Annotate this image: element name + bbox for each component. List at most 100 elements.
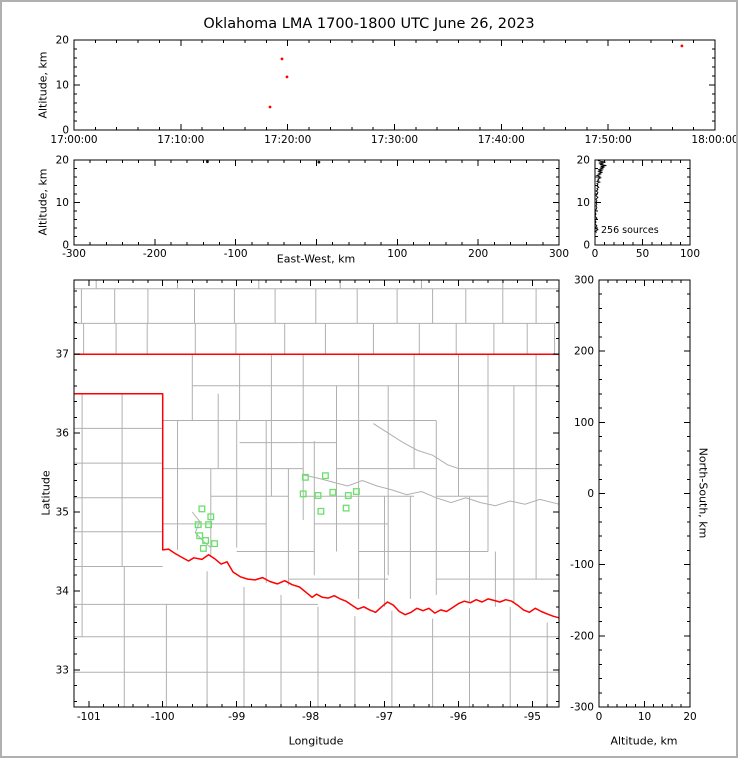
svg-text:10: 10 <box>638 711 651 723</box>
panel-ns_height: 0 10 20 -300 -200 -100 0 100 200 300 <box>570 275 697 724</box>
svg-text:10: 10 <box>56 197 69 209</box>
svg-text:300: 300 <box>574 275 594 287</box>
ew_height-tick-labels: -300 -200 -100 100 200 300 0 10 20 <box>56 155 569 261</box>
lma-station-marker <box>321 472 329 480</box>
panel-ew_height: -300 -200 -100 100 200 300 0 10 20 <box>56 155 569 261</box>
lma-station-marker <box>299 490 307 498</box>
svg-text:-200: -200 <box>143 248 167 260</box>
svg-text:-101: -101 <box>77 711 101 723</box>
svg-text:20: 20 <box>56 35 69 47</box>
panel-alt_stats: 0 50 100 0 10 20 <box>577 155 700 261</box>
svg-text:-100: -100 <box>151 711 175 723</box>
svg-text:10: 10 <box>577 197 590 209</box>
svg-text:17:40:00: 17:40:00 <box>478 134 525 146</box>
svg-text:20: 20 <box>56 155 69 167</box>
time_height-data-layer <box>268 44 684 109</box>
svg-text:34: 34 <box>56 586 70 598</box>
ns_height-axes-frame <box>598 279 691 708</box>
svg-text:0: 0 <box>62 125 69 137</box>
svg-text:-97: -97 <box>376 711 393 723</box>
map-tick-labels: -101 -100 -99 -98 -97 -96 -95 33 34 35 36 37 <box>56 349 541 723</box>
svg-text:0: 0 <box>592 248 599 260</box>
source-point <box>268 105 272 109</box>
svg-text:50: 50 <box>636 248 649 260</box>
svg-text:-98: -98 <box>302 711 319 723</box>
alt_stats-data-layer <box>594 159 607 233</box>
ns-height-x-axis-label: Altitude, km <box>610 734 678 748</box>
svg-text:-99: -99 <box>228 711 245 723</box>
ew_height-ticks <box>73 159 560 246</box>
ew_height-axes-frame <box>73 159 560 246</box>
time_height-tick-labels: 17:00:00 17:10:00 17:20:00 17:30:00 17:40:00… <box>50 35 738 147</box>
source-point <box>285 75 289 79</box>
svg-text:-300: -300 <box>570 702 594 714</box>
map-data-layer <box>74 280 560 707</box>
ew-height-y-axis-label: Altitude, km <box>36 168 50 236</box>
svg-text:20: 20 <box>683 711 696 723</box>
source-point <box>317 160 321 164</box>
alt_stats-tick-labels: 0 50 100 0 10 20 <box>577 155 700 261</box>
svg-text:20: 20 <box>577 155 590 167</box>
svg-text:-95: -95 <box>524 711 541 723</box>
lma-station-marker <box>194 521 202 529</box>
time_height-ticks <box>73 39 716 131</box>
map-x-axis-label: Longitude <box>288 734 344 748</box>
svg-text:100: 100 <box>680 248 700 260</box>
ns_height-tick-labels: 0 10 20 -300 -200 -100 0 100 200 300 <box>570 275 697 724</box>
lma-station-marker <box>317 507 325 515</box>
svg-text:300: 300 <box>549 248 569 260</box>
lma-station-marker <box>205 521 213 529</box>
svg-text:35: 35 <box>56 507 69 519</box>
time_height-axes-frame <box>73 39 716 131</box>
map-ticks <box>73 280 559 707</box>
ew-height-x-axis-label: East-West, km <box>276 252 356 266</box>
svg-text:100: 100 <box>574 417 594 429</box>
source-point <box>680 44 684 48</box>
state-border-line <box>74 392 560 619</box>
alt_stats-ticks <box>594 159 691 246</box>
lma-station-marker <box>198 505 206 513</box>
panel-time_height: 17:00:00 17:10:00 17:20:00 17:30:00 17:40:00… <box>50 35 738 147</box>
source-point <box>280 57 284 61</box>
svg-text:-100: -100 <box>224 248 248 260</box>
sources-count-note: 256 sources <box>601 225 659 236</box>
lma-station-marker <box>211 540 218 548</box>
svg-text:18:00:00: 18:00:00 <box>691 134 738 146</box>
ew_height-data-layer <box>206 160 321 164</box>
svg-text:0: 0 <box>596 711 603 723</box>
lma-station-marker <box>207 513 215 521</box>
svg-text:-300: -300 <box>62 248 86 260</box>
svg-text:-200: -200 <box>570 630 594 642</box>
county-boundary-line <box>303 474 560 507</box>
lma-station-marker <box>202 537 210 544</box>
svg-text:17:30:00: 17:30:00 <box>371 134 418 146</box>
time-height-y-axis-label: Altitude, km <box>36 51 50 119</box>
county-boundary-line <box>373 423 459 470</box>
lma-station-marker <box>352 488 360 495</box>
lma-station-marker <box>344 492 352 499</box>
ns-height-y-axis-label: North-South, km <box>696 447 710 539</box>
lma-station-marker <box>301 473 309 481</box>
lma-station-marker <box>329 488 337 496</box>
svg-text:200: 200 <box>468 248 488 260</box>
svg-text:-100: -100 <box>570 559 594 571</box>
source-point <box>206 160 209 164</box>
map-axes-frame <box>73 279 560 708</box>
lma-station-marker <box>314 492 322 499</box>
svg-text:0: 0 <box>62 240 69 252</box>
altitude-histogram-trace <box>594 159 607 233</box>
panel-map: -101 -100 -99 -98 -97 -96 -95 33 34 35 36 37 <box>56 279 560 723</box>
svg-text:10: 10 <box>56 80 69 92</box>
svg-text:200: 200 <box>574 346 594 358</box>
svg-text:17:00:00: 17:00:00 <box>50 134 97 146</box>
map-y-axis-label: Latitude <box>39 470 53 516</box>
lma-station-marker <box>342 504 350 512</box>
svg-text:17:10:00: 17:10:00 <box>157 134 204 146</box>
svg-text:0: 0 <box>583 240 590 252</box>
svg-text:33: 33 <box>56 664 69 676</box>
svg-text:-96: -96 <box>450 711 467 723</box>
svg-text:37: 37 <box>56 349 69 361</box>
svg-text:36: 36 <box>56 428 70 440</box>
